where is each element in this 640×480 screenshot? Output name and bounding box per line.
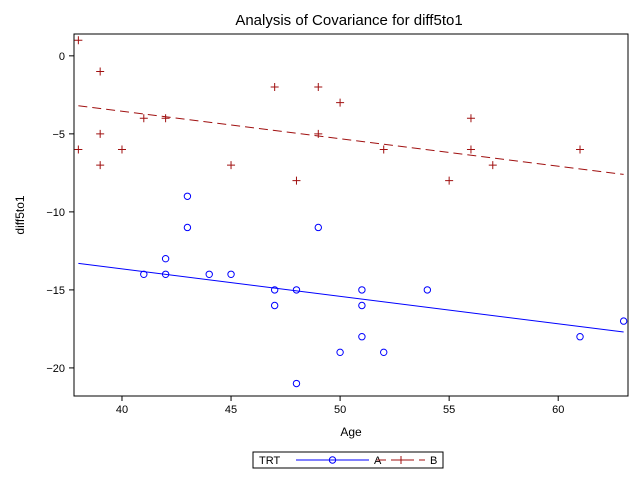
legend-label-a: A	[374, 455, 382, 467]
y-axis: 0 −5 −10 −15 −20	[46, 51, 74, 375]
point-b	[162, 114, 170, 122]
x-tick-label: 40	[116, 404, 128, 416]
fit-lines	[78, 106, 623, 332]
point-b	[314, 83, 322, 91]
point-a	[184, 224, 190, 230]
chart-title: Analysis of Covariance for diff5to1	[235, 12, 462, 29]
point-a	[162, 255, 168, 261]
point-b	[140, 114, 148, 122]
y-tick-label: 0	[59, 51, 65, 63]
point-b	[96, 130, 104, 138]
x-tick-label: 45	[225, 404, 237, 416]
y-tick-label: −20	[46, 363, 65, 375]
point-a	[577, 334, 583, 340]
point-a	[184, 193, 190, 199]
legend-title: TRT	[259, 455, 280, 467]
legend-label-b: B	[430, 455, 437, 467]
point-b	[489, 161, 497, 169]
y-axis-label: diff5to1	[13, 195, 27, 234]
x-tick-label: 60	[552, 404, 564, 416]
point-b	[74, 36, 82, 44]
point-a	[381, 349, 387, 355]
point-a	[359, 287, 365, 293]
point-a	[315, 224, 321, 230]
plot-frame	[74, 34, 628, 396]
point-b	[467, 114, 475, 122]
point-b	[118, 145, 126, 153]
point-b	[576, 145, 584, 153]
legend: TRT A B	[253, 452, 443, 468]
point-b	[96, 161, 104, 169]
point-b	[467, 145, 475, 153]
point-a	[206, 271, 212, 277]
point-b	[336, 99, 344, 107]
point-b	[96, 67, 104, 75]
point-a	[271, 302, 277, 308]
point-a	[337, 349, 343, 355]
point-a	[359, 334, 365, 340]
point-a	[228, 271, 234, 277]
point-a	[620, 318, 626, 324]
x-tick-label: 55	[443, 404, 455, 416]
y-tick-label: −15	[46, 285, 65, 297]
fit-line-a	[78, 263, 623, 332]
point-a	[293, 380, 299, 386]
point-b	[74, 145, 82, 153]
point-b	[380, 145, 388, 153]
x-axis: 40 45 50 55 60	[116, 396, 564, 416]
point-b	[271, 83, 279, 91]
y-tick-label: −10	[46, 207, 65, 219]
data-points	[74, 36, 626, 386]
point-a	[424, 287, 430, 293]
point-b	[292, 177, 300, 185]
fit-line-b	[78, 106, 623, 175]
point-a	[293, 287, 299, 293]
point-a	[359, 302, 365, 308]
point-b	[445, 177, 453, 185]
x-axis-label: Age	[340, 425, 362, 439]
point-b	[227, 161, 235, 169]
y-tick-label: −5	[52, 129, 65, 141]
x-tick-label: 50	[334, 404, 346, 416]
